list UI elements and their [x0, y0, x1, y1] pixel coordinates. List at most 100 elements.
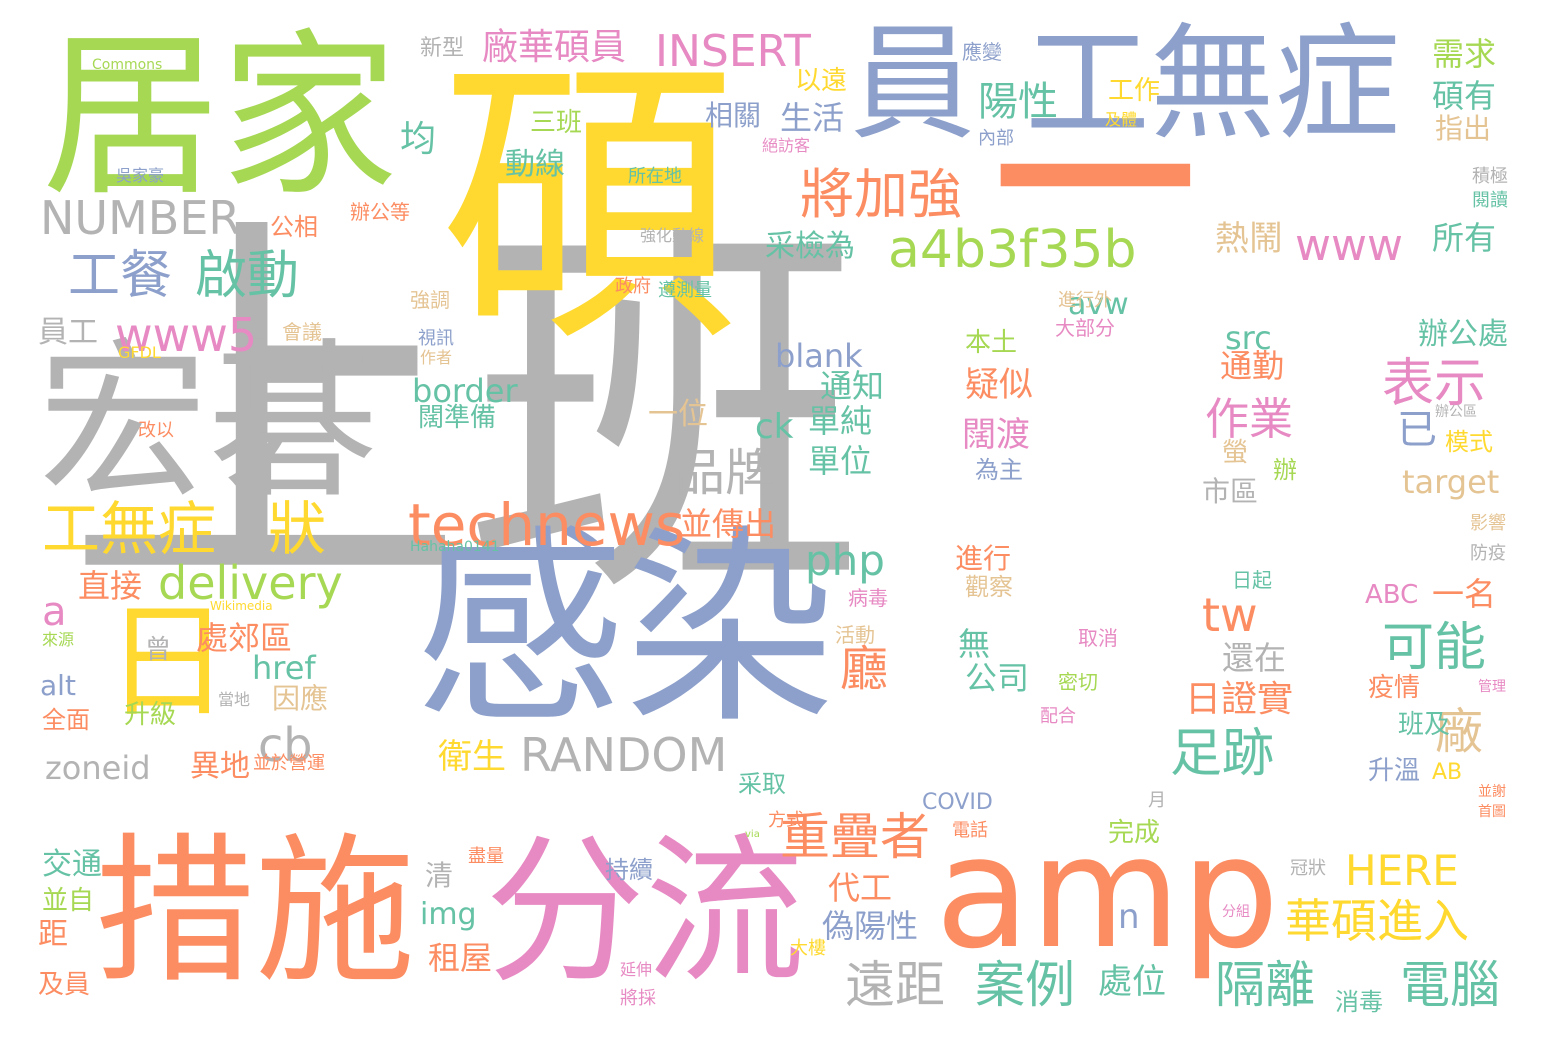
word: 處位	[1098, 962, 1166, 1002]
word: 密切	[1058, 670, 1098, 694]
word: 遠距	[845, 956, 945, 1014]
word: 視訊	[418, 328, 454, 349]
word: 還在	[1222, 639, 1287, 677]
word: 疫情	[1368, 673, 1421, 703]
word: 方式	[768, 810, 804, 831]
word: 動線	[505, 147, 565, 182]
word: 已	[1397, 407, 1437, 453]
word: 作業	[1205, 394, 1293, 445]
word: 進行外	[1058, 290, 1112, 311]
word: 碩	[440, 33, 740, 382]
word: a	[42, 589, 67, 635]
word: 日證實	[1185, 679, 1294, 720]
word: 工無症	[1025, 12, 1400, 157]
word: 全面	[42, 706, 90, 734]
word: 辦公等	[350, 200, 410, 224]
word: 可能	[1382, 618, 1487, 678]
word: 進行	[955, 542, 1012, 575]
word: blank	[775, 337, 863, 375]
word: a4b3f35b	[888, 220, 1137, 280]
word: 並自	[42, 886, 95, 916]
word: 廠華碩員	[482, 27, 627, 68]
word: 指出	[1435, 112, 1492, 145]
word: 及體	[1105, 110, 1138, 129]
word: 員	[850, 12, 975, 157]
word: 隔離	[1215, 956, 1315, 1014]
word: 冠狀	[1290, 858, 1326, 879]
word: 距	[38, 917, 68, 952]
word: 大樓	[790, 938, 826, 959]
word: 日	[105, 590, 230, 735]
word: Wikimedia	[210, 599, 273, 613]
word: AB	[1432, 760, 1463, 785]
word: 盡量	[468, 846, 504, 867]
word: 案例	[975, 956, 1075, 1014]
word: 工作	[1108, 76, 1161, 106]
word: 遵測量	[658, 280, 712, 301]
word: 無	[958, 625, 991, 663]
word: 市區	[1202, 475, 1259, 508]
word: 公司	[965, 659, 1030, 697]
word: NUMBER	[40, 191, 241, 245]
word: 分組	[1222, 904, 1250, 920]
word: 月	[1148, 790, 1166, 811]
word: 感染	[415, 507, 836, 752]
word: 通知	[820, 367, 885, 405]
word: 因應	[272, 682, 329, 715]
word: 闊準備	[418, 403, 497, 433]
word: zoneid	[45, 749, 151, 787]
word: 絕訪客	[762, 136, 811, 155]
word: 內部	[978, 128, 1014, 149]
word: 為主	[975, 456, 1023, 484]
word: 足跡	[1170, 724, 1275, 784]
word: 交通	[42, 847, 102, 882]
word: 疑似	[965, 365, 1033, 405]
word: avw	[1068, 287, 1129, 322]
word: 一	[995, 68, 1196, 301]
word: 首圖	[1478, 804, 1506, 820]
word: 清	[425, 859, 454, 892]
word: 一位	[648, 397, 708, 432]
word: 來源	[42, 630, 75, 649]
word: 升溫	[1368, 756, 1421, 786]
word: 大部分	[1055, 316, 1115, 340]
word: 將加強	[800, 163, 962, 226]
word: GFDL	[118, 343, 161, 362]
word: 處郊區	[196, 619, 293, 657]
word: 租屋	[428, 939, 493, 977]
word: 上班	[65, 182, 865, 647]
word: 將採	[620, 988, 656, 1009]
word: 消毒	[1335, 988, 1383, 1016]
word: 改以	[138, 420, 174, 441]
word: 通勤	[1220, 347, 1285, 385]
word: 華碩進入	[1285, 894, 1469, 948]
word: 異地	[190, 749, 250, 784]
word: 應變	[962, 40, 1002, 64]
word: 新型	[420, 36, 465, 61]
word: 廠	[1435, 704, 1484, 760]
word: www5	[115, 308, 258, 362]
word: ck	[755, 407, 794, 447]
word: COVID	[922, 790, 993, 815]
word: php	[805, 536, 885, 585]
word: target	[1402, 463, 1500, 501]
word: HERE	[1345, 846, 1459, 895]
word: img	[420, 897, 477, 932]
word: 病毒	[848, 586, 888, 610]
word: ABC	[1365, 580, 1419, 610]
word: 螢	[1222, 438, 1249, 468]
word: technews	[408, 491, 686, 559]
word: 宏碁	[38, 324, 379, 522]
word: 管理	[1478, 679, 1506, 695]
word: 吳家豪	[116, 166, 165, 185]
word: 防疫	[1470, 543, 1506, 564]
word: 居家	[42, 13, 398, 220]
word: 積極	[1472, 166, 1508, 187]
word: delivery	[158, 556, 343, 610]
word: alt	[40, 669, 76, 702]
word: 采檢為	[765, 229, 855, 264]
word: 並於營運	[253, 753, 325, 774]
word: 活動	[835, 623, 875, 647]
word: 及員	[38, 970, 91, 1000]
